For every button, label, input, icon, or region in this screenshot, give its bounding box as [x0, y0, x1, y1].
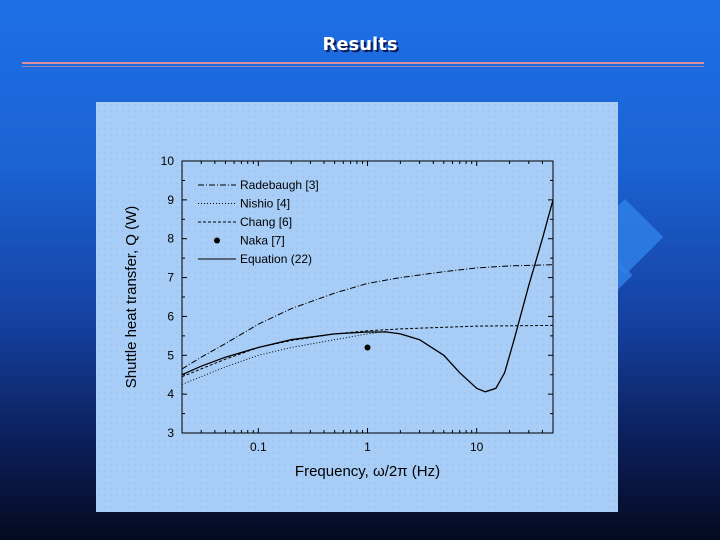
y-tick-label: 8 — [167, 232, 174, 246]
title-divider-lower — [22, 66, 704, 67]
y-tick-label: 9 — [167, 193, 174, 207]
y-tick-label: 5 — [167, 348, 174, 362]
series-equation-22-line — [182, 199, 553, 393]
series-chang-6-line — [182, 324, 553, 378]
x-tick-label: 0.1 — [250, 440, 267, 454]
legend-label-naka-7: Naka [7] — [240, 234, 285, 248]
legend-label-radebaugh-3: Radebaugh [3] — [240, 178, 319, 192]
plot-frame — [181, 160, 554, 434]
y-tick-label: 6 — [167, 309, 174, 323]
legend-label-chang-6: Chang [6] — [240, 215, 292, 229]
legend-label-equation-22: Equation (22) — [240, 252, 312, 266]
y-tick-label: 10 — [161, 154, 175, 168]
heat-transfer-chart: 3 4 5 6 7 8 9 10 0.1 1 10 Frequency, ω/2π (Hz) Shutt… — [123, 154, 554, 480]
y-tick-label: 4 — [167, 387, 174, 401]
legend-label-nishio-4: Nishio [4] — [240, 197, 290, 211]
series-radebaugh-3-line — [182, 264, 553, 370]
legend-marker-naka-7 — [214, 237, 220, 244]
y-tick-label: 3 — [167, 426, 174, 440]
series-naka-7-point — [364, 344, 371, 351]
x-axis-label: Frequency, ω/2π (Hz) — [295, 463, 440, 480]
x-tick-label: 10 — [470, 440, 484, 454]
chart-panel: 3 4 5 6 7 8 9 10 0.1 1 10 Frequency, ω/2π (Hz) Shutt… — [96, 102, 618, 512]
series-nishio-4-line — [182, 330, 387, 385]
title-divider — [22, 62, 704, 64]
y-tick-label: 7 — [167, 271, 174, 285]
x-tick-label: 1 — [364, 440, 371, 454]
y-axis-label: Shuttle heat transfer, Q (W) — [123, 206, 140, 389]
slide-title: Results — [322, 34, 398, 55]
